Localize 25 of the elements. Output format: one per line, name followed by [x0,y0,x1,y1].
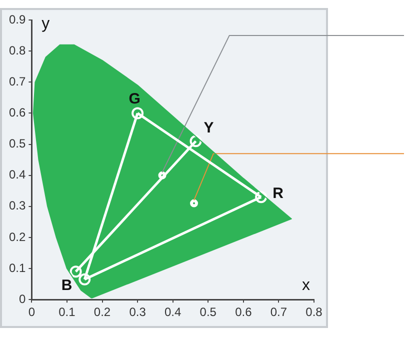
y-tick-label: 0.8 [8,43,26,58]
y-tick-label: 0.3 [8,198,26,213]
y-tick-label: 0 [18,292,26,306]
y-tick-label: 0.9 [8,12,26,26]
y-tick-label: 0.1 [8,260,26,275]
y-tick-label: 0.7 [8,74,26,88]
x-axis-title: x [302,277,310,294]
y-axis-title: y [42,15,50,32]
x-tick-label: 0.6 [235,305,252,320]
x-tick-label: 0.2 [94,305,111,320]
series-label: G [128,90,140,108]
y-tick-label: 0.6 [8,106,26,120]
series-label: B [61,276,72,294]
y-tick-label: 0.2 [8,230,26,244]
series-label: R [272,185,284,202]
x-tick-label: 0 [28,305,36,320]
series-label: Y [204,119,214,136]
x-tick-label: 0.8 [306,305,323,320]
x-tick-label: 0.4 [164,305,182,320]
x-tick-label: 0.5 [200,305,217,320]
x-tick-label: 0.1 [58,305,76,320]
y-tick-label: 0.4 [8,168,26,182]
y-tick-label: 0.5 [8,136,26,151]
x-tick-label: 0.7 [270,305,288,320]
x-tick-label: 0.3 [129,305,146,320]
